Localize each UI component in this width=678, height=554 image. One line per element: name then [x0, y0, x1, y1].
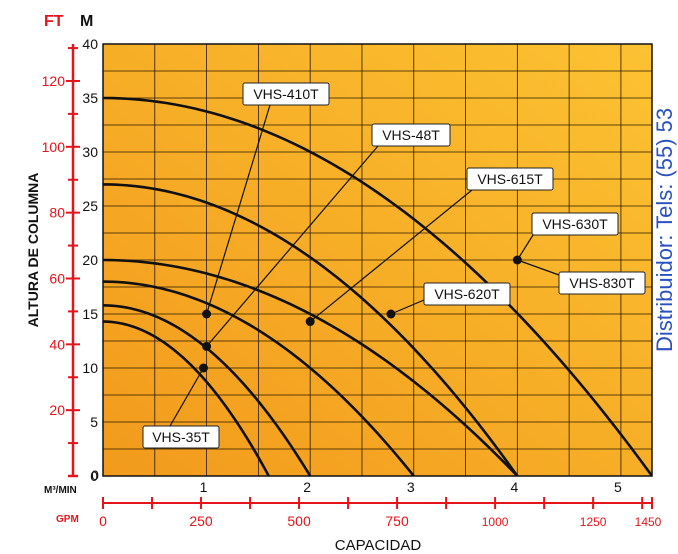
ft-axis: 20 40 60 80 100 120: [42, 44, 80, 478]
m-tick-label: 15: [82, 306, 98, 322]
operating-point: [202, 341, 212, 351]
operating-points: [198, 255, 522, 373]
curve-vhs-615t: [103, 258, 519, 476]
ft-tick-label: 20: [49, 402, 65, 418]
ft-tick-label: 100: [42, 139, 66, 155]
x-axis-title: CAPACIDAD: [335, 537, 422, 554]
leader-lines: [169, 104, 560, 427]
model-label-box: [242, 82, 330, 106]
model-label: VHS-410T: [253, 86, 319, 102]
x-tick-label: 2: [303, 479, 311, 495]
model-label-box: [558, 271, 646, 295]
model-label: VHS-615T: [477, 171, 543, 187]
leader-line: [517, 259, 560, 276]
m-tick-label: 40: [82, 36, 98, 52]
m3-unit-label: M³/MIN: [44, 485, 77, 496]
m-axis-ticks: 0 5 10 15 20 25 30 35 40: [82, 36, 98, 484]
gpm-tick-label: 250: [189, 513, 213, 529]
model-label-box: [466, 167, 554, 191]
model-label: VHS-630T: [542, 216, 608, 232]
gpm-tick-label: 750: [385, 513, 409, 529]
m-tick-label: 0: [90, 468, 98, 484]
m-unit-label: M: [80, 13, 93, 30]
operating-point: [198, 363, 208, 373]
model-label-box: [371, 123, 451, 147]
distributor-side-text: Distribuidor: Tels: (55) 53: [652, 108, 677, 352]
operating-point: [386, 309, 396, 319]
curve-vhs-620t: [103, 183, 519, 476]
m-tick-label: 10: [82, 360, 98, 376]
model-label-box: [531, 212, 619, 236]
ft-tick-label: 80: [49, 205, 65, 221]
m-tick-label: 35: [82, 90, 98, 106]
leader-line: [390, 299, 425, 315]
leader-line: [206, 145, 379, 347]
gpm-tick-label: 0: [99, 513, 107, 529]
gpm-tick-label: 1250: [580, 515, 607, 529]
curve-vhs-630t-vhs-830t: [103, 96, 652, 476]
gpm-unit-label: GPM: [56, 514, 79, 525]
ft-tick-label: 60: [49, 270, 65, 286]
y-axis-title: ALTURA DE COLUMNA: [25, 173, 41, 328]
gpm-tick-label: 1450: [635, 515, 662, 529]
leader-line: [206, 104, 271, 315]
model-label-box: [423, 282, 511, 306]
model-label: VHS-48T: [382, 127, 440, 143]
x-tick-label: 0: [91, 467, 99, 483]
model-label: VHS-35T: [152, 429, 210, 445]
m-tick-label: 20: [82, 252, 98, 268]
x-tick-label: 4: [510, 479, 518, 495]
x-tick-label: 5: [614, 479, 622, 495]
leader-line: [309, 189, 473, 323]
x-tick-label: 1: [200, 479, 208, 495]
ft-tick-label: 40: [49, 336, 65, 352]
x-tick-label: 3: [407, 479, 415, 495]
operating-point: [512, 255, 522, 265]
ft-tick-label: 120: [42, 73, 66, 89]
curve-vhs-48t: [103, 280, 415, 476]
model-label: VHS-830T: [569, 275, 635, 291]
curve-vhs-35t: [103, 320, 270, 476]
gpm-tick-label: 1000: [482, 515, 509, 529]
operating-point: [202, 309, 212, 319]
leader-line: [516, 234, 534, 261]
gpm-tick-label: 500: [287, 513, 311, 529]
m-tick-label: 30: [82, 144, 98, 160]
ft-unit-label: FT: [44, 13, 64, 30]
gpm-axis: 0 250 500 750 1000 1250 1450: [99, 497, 662, 529]
m-tick-label: 25: [82, 198, 98, 214]
model-label-box: [142, 425, 220, 449]
operating-point: [305, 317, 315, 327]
model-labels: VHS-410T VHS-48T VHS-615T VHS-630T VHS-830T V…: [142, 82, 646, 449]
x-axis-ticks: 1 2 3 4 5 0: [91, 467, 622, 495]
leader-line: [169, 367, 204, 427]
m-tick-label: 5: [90, 414, 98, 430]
model-label: VHS-620T: [434, 286, 500, 302]
plot-frame: [102, 43, 653, 477]
